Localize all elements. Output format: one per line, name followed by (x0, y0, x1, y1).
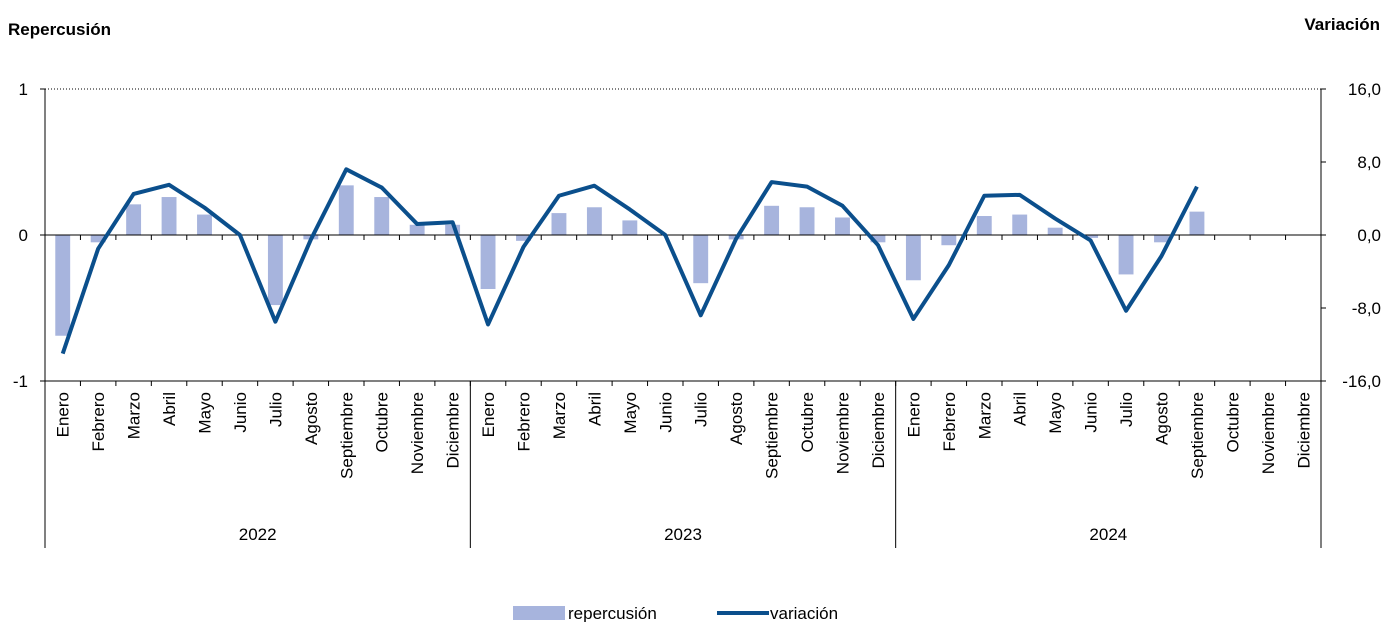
bar-repercusion (55, 235, 71, 336)
bar-repercusion (480, 235, 496, 290)
category-label: Abril (1011, 392, 1030, 426)
bar-repercusion (693, 235, 709, 284)
bar-repercusion (799, 207, 815, 235)
left-axis-title: Repercusión (8, 20, 111, 39)
legend: repercusión variación (513, 604, 838, 622)
category-label: Junio (231, 392, 250, 433)
bar-repercusion (976, 216, 992, 235)
category-label: Febrero (89, 392, 108, 452)
category-label: Septiembre (763, 392, 782, 479)
category-label: Abril (160, 392, 179, 426)
bar-repercusion (1047, 227, 1063, 235)
right-tick-label: -16,0 (1342, 372, 1381, 391)
legend-label-variacion: variación (770, 604, 838, 622)
bar-repercusion (1154, 235, 1169, 243)
category-label: Junio (1082, 392, 1101, 433)
category-label: Febrero (940, 392, 959, 452)
bar-repercusion (551, 213, 567, 235)
axis-layer (40, 88, 1326, 548)
category-label: Octubre (1223, 392, 1242, 452)
category-label: Marzo (125, 392, 144, 439)
category-label: Marzo (550, 392, 569, 439)
category-label: Enero (904, 392, 923, 437)
right-tick-label: 0,0 (1357, 226, 1381, 245)
category-label: Mayo (621, 392, 640, 434)
legend-label-repercusion: repercusión (568, 604, 657, 622)
category-label: Octubre (373, 392, 392, 452)
bar-repercusion (905, 235, 921, 281)
year-label: 2024 (1089, 525, 1127, 544)
category-label: Mayo (1046, 392, 1065, 434)
bar-repercusion (870, 235, 886, 243)
bar-repercusion (1189, 211, 1205, 235)
category-label: Septiembre (1188, 392, 1207, 479)
bar-repercusion (267, 235, 283, 306)
category-label: Mayo (196, 392, 215, 434)
series-line-variacion (60, 167, 1199, 355)
left-tick-label: 0 (19, 226, 28, 245)
category-label: Julio (1117, 392, 1136, 427)
category-label: Septiembre (337, 392, 356, 479)
bar-repercusion (1083, 235, 1099, 238)
category-label: Diciembre (444, 392, 463, 469)
bar-repercusion (1012, 214, 1028, 235)
bar-repercusion (445, 224, 461, 235)
bar-repercusion (374, 197, 390, 235)
right-axis-title: Variación (1304, 15, 1380, 34)
category-label: Noviembre (1259, 392, 1278, 474)
category-label: Diciembre (1294, 392, 1313, 469)
bar-repercusion (941, 235, 957, 246)
category-label: Marzo (975, 392, 994, 439)
left-tick-label: -1 (13, 372, 28, 391)
category-label: Noviembre (408, 392, 427, 474)
left-tick-label: 1 (19, 80, 28, 99)
legend-swatch-repercusion (513, 606, 565, 620)
bar-repercusion (516, 235, 531, 241)
bar-repercusion (197, 214, 212, 235)
bar-repercusion (622, 220, 638, 235)
category-label: Enero (54, 392, 73, 437)
bars-layer (55, 185, 1205, 336)
category-label: Agosto (1153, 392, 1172, 445)
years-layer: 2022 2023 2024 (239, 525, 1127, 544)
category-label: Abril (585, 392, 604, 426)
year-label: 2023 (664, 525, 702, 544)
year-label: 2022 (239, 525, 277, 544)
right-tick-label: 8,0 (1357, 153, 1381, 172)
left-ticks-layer: 1 0 -1 (13, 80, 28, 391)
bar-repercusion (338, 185, 354, 235)
category-label: Octubre (798, 392, 817, 452)
bar-repercusion (1118, 235, 1134, 275)
category-label: Agosto (302, 392, 321, 445)
category-label: Noviembre (834, 392, 853, 474)
line-layer (60, 167, 1199, 355)
bar-repercusion (835, 217, 850, 235)
bar-repercusion (126, 204, 142, 235)
category-label: Julio (266, 392, 285, 427)
category-label: Febrero (515, 392, 534, 452)
bar-repercusion (586, 207, 602, 235)
bar-repercusion (90, 235, 106, 243)
categories-layer: Enero Febrero Marzo Abril Mayo Junio Julio Agos… (54, 392, 1314, 479)
bar-repercusion (764, 205, 780, 235)
category-label: Diciembre (869, 392, 888, 469)
right-tick-label: -8,0 (1352, 299, 1381, 318)
right-ticks-layer: 16,0 8,0 0,0 -8,0 -16,0 (1342, 80, 1381, 391)
right-tick-label: 16,0 (1348, 80, 1381, 99)
category-label: Agosto (727, 392, 746, 445)
category-label: Enero (479, 392, 498, 437)
bar-repercusion (161, 197, 177, 235)
bar-repercusion (409, 224, 425, 235)
category-label: Junio (656, 392, 675, 433)
category-label: Julio (692, 392, 711, 427)
